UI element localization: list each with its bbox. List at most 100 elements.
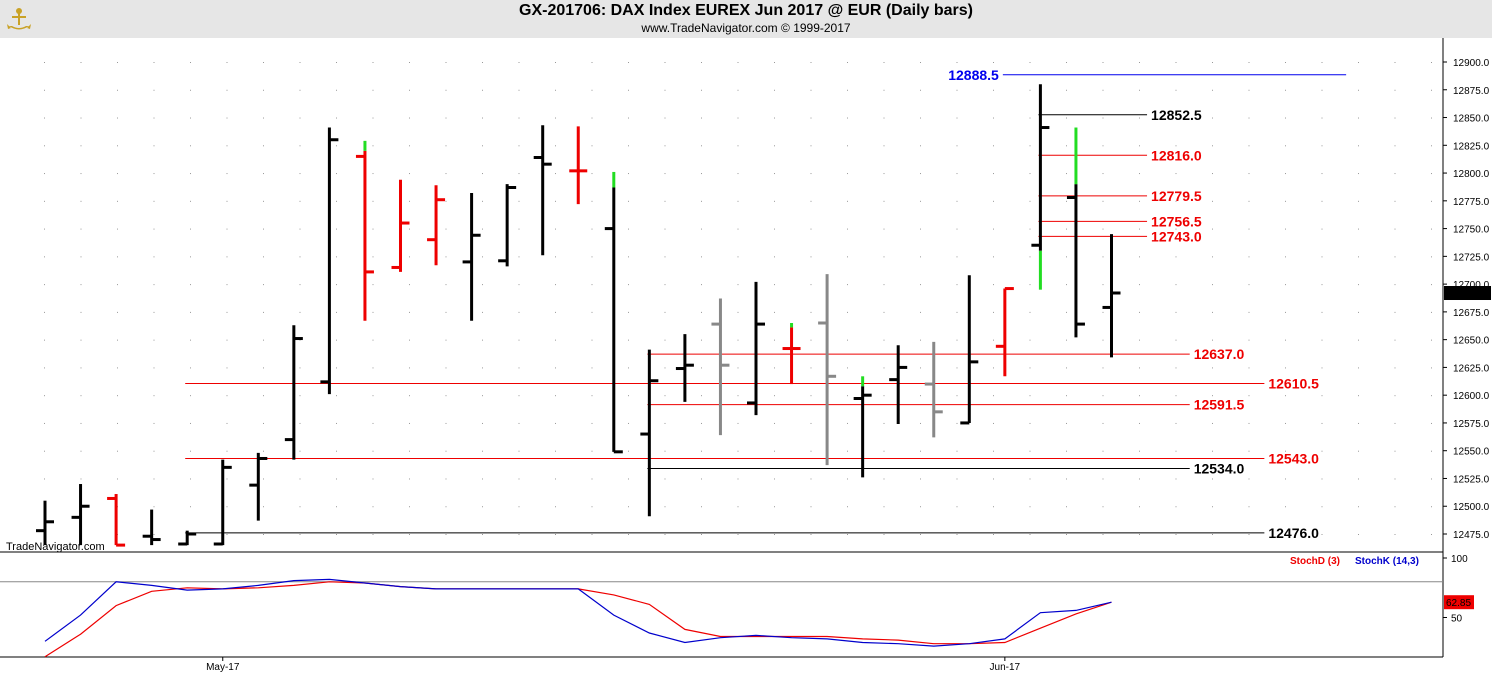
grid-dot	[664, 367, 666, 369]
grid-dot	[920, 311, 921, 313]
grid-dot	[1212, 256, 1213, 258]
grid-dot	[555, 450, 556, 452]
grid-dot	[1029, 450, 1031, 452]
grid-dot	[409, 311, 410, 313]
grid-dot	[336, 145, 337, 147]
grid-dot	[1358, 367, 1359, 369]
grid-dot	[409, 395, 410, 397]
grid-dot	[372, 367, 374, 369]
grid-dot	[591, 506, 593, 508]
grid-dot	[190, 422, 191, 424]
grid-dot	[372, 339, 374, 341]
grid-dot	[737, 200, 739, 202]
grid-dot	[1248, 367, 1250, 369]
level-label: 12610.5	[1268, 376, 1319, 392]
grid-dot	[44, 311, 45, 313]
grid-dot	[956, 89, 958, 91]
grid-dot	[847, 284, 848, 286]
grid-dot	[445, 339, 447, 341]
watermark-text: TradeNavigator.com	[6, 541, 105, 553]
price-tick-label: 12725.0	[1453, 252, 1490, 263]
grid-dot	[445, 395, 447, 397]
grid-dot	[1066, 367, 1067, 369]
price-levels: 12888.5 12852.5 12816.0 12779.5 12756.512743…	[185, 67, 1347, 541]
grid-dot	[226, 173, 228, 175]
grid-dot	[737, 145, 739, 147]
grid-dot	[1248, 478, 1250, 480]
level-label: 12476.0	[1268, 525, 1319, 541]
grid-dot	[664, 145, 666, 147]
grid-dot	[153, 145, 155, 147]
grid-dot	[1212, 367, 1213, 369]
grid-dot	[774, 311, 775, 313]
grid-dot	[1431, 478, 1432, 480]
grid-dot	[263, 145, 264, 147]
grid-dot	[44, 200, 45, 202]
grid-dot	[482, 145, 483, 147]
grid-dot	[774, 256, 775, 258]
grid-dot	[810, 62, 812, 63]
grid-dot	[1066, 89, 1067, 91]
grid-dot	[920, 173, 921, 175]
grid-dot	[1175, 284, 1177, 286]
grid-dot	[993, 228, 994, 230]
grid-dot	[956, 311, 958, 313]
grid-dot	[993, 173, 994, 175]
grid-dot	[263, 339, 264, 341]
grid-dot	[1248, 311, 1250, 313]
grid-dot	[153, 228, 155, 230]
grid-dot	[518, 117, 520, 119]
grid-dot	[1102, 200, 1104, 202]
grid-dot	[190, 478, 191, 480]
grid-dot	[44, 256, 45, 258]
grid-dot	[372, 311, 374, 313]
price-tick-label: 12825.0	[1453, 141, 1490, 152]
last-price-label: 12692.0	[1446, 289, 1483, 300]
grid-dot	[117, 339, 118, 341]
grid-dot	[1212, 173, 1213, 175]
grid-dot	[44, 145, 45, 147]
grid-dot	[993, 450, 994, 452]
grid-dot	[1248, 395, 1250, 397]
grid-dot	[372, 62, 374, 63]
grid-dot	[956, 450, 958, 452]
grid-dot	[883, 450, 885, 452]
grid-dot	[1321, 395, 1323, 397]
grid-dot	[117, 422, 118, 424]
grid-dot	[664, 395, 666, 397]
grid-dot	[810, 450, 812, 452]
grid-dot	[591, 284, 593, 286]
grid-dot	[628, 145, 629, 147]
level-label: 12637.0	[1194, 346, 1245, 362]
grid-dot	[701, 62, 702, 63]
grid-dot	[44, 422, 45, 424]
grid-dot	[299, 506, 301, 508]
grid-dot	[263, 506, 264, 508]
grid-dot	[628, 89, 629, 91]
grid-dot	[1212, 422, 1213, 424]
grid-dot	[701, 395, 702, 397]
level-label: 12591.5	[1194, 397, 1245, 413]
grid-dot	[1066, 311, 1067, 313]
grid-dot	[1394, 478, 1396, 480]
grid-dot	[774, 395, 775, 397]
level-label: 12756.5	[1151, 213, 1202, 229]
stoch-tick-label: 100	[1451, 554, 1468, 565]
grid-dot	[664, 284, 666, 286]
grid-dot	[628, 506, 629, 508]
grid-dot	[993, 395, 994, 397]
grid-dot	[810, 117, 812, 119]
grid-dot	[1066, 200, 1067, 202]
grid-dot	[336, 506, 337, 508]
grid-dot	[1212, 284, 1213, 286]
price-tick-label: 12750.0	[1453, 225, 1490, 236]
grid-dot	[1394, 534, 1396, 535]
grid-dot	[190, 173, 191, 175]
grid-dot	[1139, 395, 1140, 397]
price-tick-label: 12675.0	[1453, 308, 1490, 319]
grid-dot	[153, 367, 155, 369]
grid-dot	[153, 422, 155, 424]
grid-dot	[591, 145, 593, 147]
grid-dot	[445, 256, 447, 258]
grid-dot	[1358, 228, 1359, 230]
